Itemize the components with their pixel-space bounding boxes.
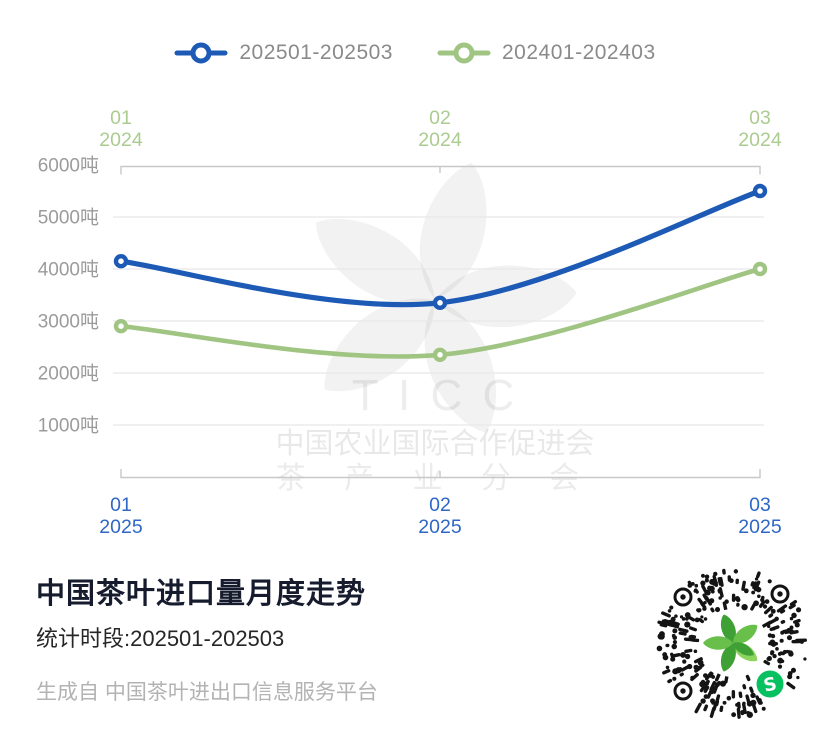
- chart-legend: 202501-202503 202401-202403: [0, 40, 830, 66]
- svg-text:S: S: [762, 673, 779, 696]
- legend-label: 202501-202503: [239, 41, 393, 64]
- chart-title: 中国茶叶进口量月度走势: [36, 578, 367, 610]
- data-point-202501-202503: [432, 295, 448, 310]
- top-axis-category-label: 02 2024: [418, 107, 462, 151]
- y-axis-label: 2000吨: [38, 363, 99, 385]
- data-point-202401-202403: [752, 261, 768, 277]
- y-axis-label: 3000吨: [38, 311, 99, 333]
- bottom-axis-category-label: 01 2025: [99, 494, 143, 538]
- y-axis-label: 1000吨: [38, 415, 99, 437]
- data-point-202401-202403: [432, 347, 448, 362]
- caption-block: 中国茶叶进口量月度走势 统计时段:202501-202503: [36, 570, 366, 653]
- legend-line-marker-icon: [437, 42, 491, 64]
- legend-line-marker-icon: [174, 42, 228, 64]
- data-point-202501-202503: [113, 254, 129, 269]
- data-point-202401-202403: [113, 319, 129, 334]
- source-credit: 生成自 中国茶叶进出口信息服务平台: [36, 681, 378, 704]
- bottom-axis-category-label: 03 2025: [738, 494, 782, 538]
- legend-label: 202401-202403: [502, 41, 656, 64]
- watermark-branch: 茶 产 业 分 会: [276, 462, 594, 495]
- y-axis-label: 6000吨: [38, 155, 99, 177]
- bottom-axis-category-label: 02 2025: [418, 494, 462, 538]
- chart-subtitle: 统计时段:202501-202503: [36, 626, 285, 651]
- watermark-org: 中国农业国际合作促进会: [275, 427, 594, 460]
- qr-center-leaf-logo: [703, 614, 758, 672]
- top-axis-category-label: 01 2024: [99, 107, 143, 151]
- watermark-acronym: T I C C: [352, 371, 519, 420]
- wechat-logo-badge-icon: [756, 670, 784, 698]
- wechat-qr-code[interactable]: S: [648, 556, 820, 732]
- y-axis-label: 4000吨: [38, 259, 99, 281]
- legend-item-202501-202503[interactable]: 202501-202503: [174, 40, 393, 66]
- data-point-202501-202503: [752, 183, 768, 199]
- y-axis-label: 5000吨: [38, 207, 99, 229]
- top-axis-category-label: 03 2024: [738, 107, 782, 151]
- legend-item-202401-202403[interactable]: 202401-202403: [437, 40, 656, 66]
